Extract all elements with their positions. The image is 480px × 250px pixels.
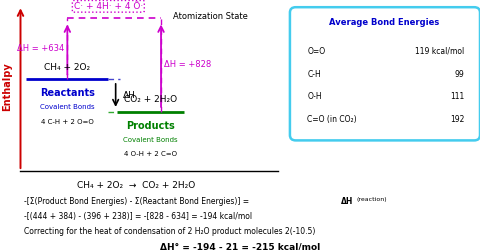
Text: ΔH° = -194 - 21 = -215 kcal/mol: ΔH° = -194 - 21 = -215 kcal/mol bbox=[160, 243, 320, 250]
Text: C=O (in CO₂): C=O (in CO₂) bbox=[307, 115, 357, 124]
Text: Average Bond Energies: Average Bond Energies bbox=[329, 18, 439, 27]
Text: 111: 111 bbox=[450, 92, 465, 101]
Text: C-H: C-H bbox=[307, 70, 321, 79]
Text: ΔH = +828: ΔH = +828 bbox=[164, 60, 211, 69]
Text: ΔH: ΔH bbox=[341, 197, 353, 206]
Text: O=O: O=O bbox=[307, 47, 325, 56]
Text: O-H: O-H bbox=[307, 92, 322, 101]
Text: 4 O-H + 2 C=O: 4 O-H + 2 C=O bbox=[124, 151, 177, 157]
Text: Reactants: Reactants bbox=[40, 88, 95, 98]
Text: 99: 99 bbox=[455, 70, 465, 79]
Text: -[Σ(Product Bond Energies) - Σ(Reactant Bond Energies)] =: -[Σ(Product Bond Energies) - Σ(Reactant … bbox=[24, 197, 251, 206]
Text: Correcting for the heat of condensation of 2 H₂O product molecules 2(-10.5): Correcting for the heat of condensation … bbox=[24, 227, 315, 236]
Text: Products: Products bbox=[126, 120, 175, 130]
Text: (reaction): (reaction) bbox=[357, 197, 387, 202]
Text: 192: 192 bbox=[450, 115, 465, 124]
Text: ΔH = +634: ΔH = +634 bbox=[17, 44, 64, 53]
Text: ΔH: ΔH bbox=[123, 91, 136, 100]
Text: 119 kcal/mol: 119 kcal/mol bbox=[415, 47, 465, 56]
Text: Enthalpy: Enthalpy bbox=[2, 62, 12, 111]
Text: CO₂ + 2H₂O: CO₂ + 2H₂O bbox=[124, 96, 177, 104]
Text: Covalent Bonds: Covalent Bonds bbox=[123, 137, 178, 143]
FancyBboxPatch shape bbox=[290, 7, 480, 140]
Text: CH₄ + 2O₂  →  CO₂ + 2H₂O: CH₄ + 2O₂ → CO₂ + 2H₂O bbox=[77, 181, 196, 190]
Text: Covalent Bonds: Covalent Bonds bbox=[40, 104, 95, 110]
Text: Atomization State: Atomization State bbox=[173, 12, 248, 21]
Text: Ċ· + 4H· + 4 Ö·: Ċ· + 4H· + 4 Ö· bbox=[74, 2, 143, 11]
Text: 4 C-H + 2 O=O: 4 C-H + 2 O=O bbox=[41, 119, 94, 125]
Text: CH₄ + 2O₂: CH₄ + 2O₂ bbox=[44, 63, 90, 72]
Text: -[(444 + 384) - (396 + 238)] = -[828 - 634] = -194 kcal/mol: -[(444 + 384) - (396 + 238)] = -[828 - 6… bbox=[24, 212, 252, 221]
